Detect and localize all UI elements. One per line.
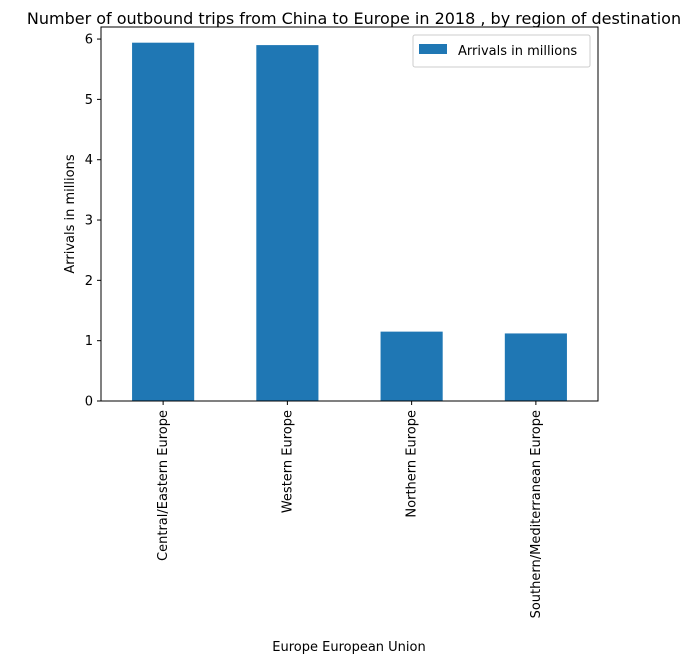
x-tick-label: Central/Eastern Europe bbox=[156, 410, 171, 561]
x-tick-label: Southern/Mediterranean Europe bbox=[529, 410, 544, 618]
legend-swatch bbox=[419, 44, 447, 54]
bars-group bbox=[132, 42, 567, 402]
x-axis-label: Europe European Union bbox=[272, 640, 425, 655]
legend-label: Arrivals in millions bbox=[458, 44, 577, 59]
y-tick-label: 0 bbox=[85, 395, 93, 410]
y-tick-label: 6 bbox=[85, 33, 93, 48]
legend-box bbox=[412, 34, 591, 68]
y-tick-label: 3 bbox=[85, 214, 93, 229]
bar bbox=[504, 333, 567, 401]
y-axis: 0 1 2 3 4 5 6 bbox=[85, 33, 101, 410]
x-tick-label: Northern Europe bbox=[405, 410, 420, 518]
legend: Arrivals in millions bbox=[412, 34, 591, 68]
plot-area-frame bbox=[100, 26, 599, 402]
y-axis-label: Arrivals in millions bbox=[63, 154, 78, 273]
chart-title: Number of outbound trips from China to E… bbox=[27, 9, 681, 28]
bar bbox=[380, 331, 443, 401]
bar bbox=[256, 45, 319, 402]
x-tick-label: Western Europe bbox=[280, 410, 295, 513]
bar bbox=[132, 42, 195, 402]
y-tick-label: 1 bbox=[85, 334, 93, 349]
x-axis: Central/Eastern Europe Western Europe Nort… bbox=[156, 401, 544, 618]
y-tick-label: 2 bbox=[85, 274, 93, 289]
y-tick-label: 4 bbox=[85, 153, 93, 168]
y-tick-label: 5 bbox=[85, 93, 93, 108]
